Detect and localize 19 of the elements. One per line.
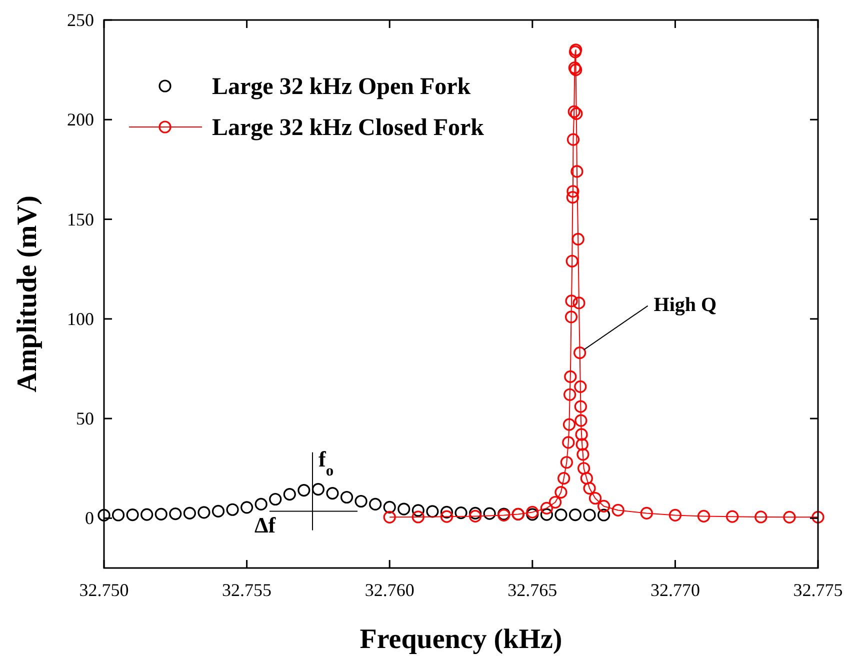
x-axis-title: Frequency (kHz) <box>360 624 562 655</box>
x-tick-label: 32.760 <box>364 580 414 600</box>
y-tick-label: 250 <box>67 10 94 30</box>
x-tick-label: 32.755 <box>222 580 272 600</box>
x-tick-label: 32.750 <box>79 580 129 600</box>
y-tick-label: 150 <box>67 209 94 230</box>
y-tick-label: 0 <box>85 508 94 528</box>
y-tick-label: 100 <box>67 308 94 329</box>
y-tick-label: 50 <box>76 408 94 429</box>
y-axis-title: Amplitude (mV) <box>12 196 43 392</box>
legend-label: Large 32 kHz Closed Fork <box>212 115 485 141</box>
x-tick-label: 32.775 <box>793 580 843 600</box>
annotation: Δf <box>254 512 276 538</box>
x-tick-label: 32.770 <box>650 580 700 600</box>
y-tick-label: 200 <box>67 110 94 130</box>
legend-label: Large 32 kHz Open Fork <box>212 74 472 100</box>
annotation: f$_{o}$ <box>318 446 334 479</box>
x-tick-label: 32.765 <box>508 580 558 600</box>
annotation: High Q <box>654 294 717 316</box>
